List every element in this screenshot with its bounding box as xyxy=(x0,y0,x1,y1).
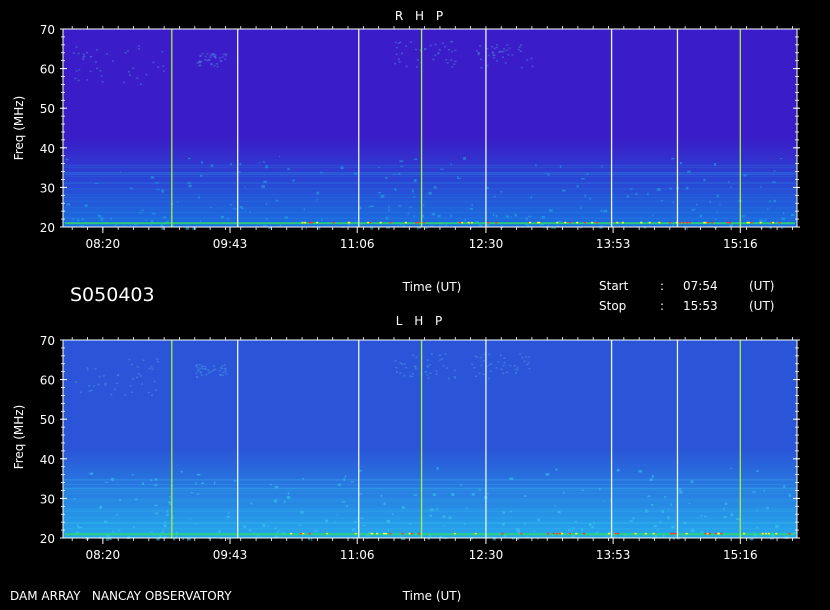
rhp-ytick-label: 40 xyxy=(40,142,55,156)
start-time: 07:54 xyxy=(683,279,718,293)
lhp-low-band-line xyxy=(65,533,795,536)
rhp-ytick-label: 20 xyxy=(40,221,55,235)
lhp-ytick-label: 60 xyxy=(40,374,55,388)
rhp-xtick-label: 08:20 xyxy=(86,237,121,251)
start-colon: : xyxy=(660,279,664,293)
rhp-panel: R H P 20 30 40 50 60 70 08:20 09:43 11:06 12:30 13… xyxy=(12,9,800,294)
lhp-xtick-label: 11:06 xyxy=(340,548,375,562)
date-code: S050403 xyxy=(70,284,155,306)
lhp-ytick-label: 30 xyxy=(40,492,55,506)
rhp-plot-frame xyxy=(62,28,798,228)
rhp-title: R H P xyxy=(395,9,447,23)
rhp-ytick-label: 60 xyxy=(40,63,55,77)
rhp-plot-area: 20 30 40 50 60 70 08:20 09:43 11:06 12:30 13:53 15:… xyxy=(40,23,800,251)
rhp-xlabel: Time (UT) xyxy=(402,280,462,294)
lhp-ytick-label: 50 xyxy=(40,413,55,427)
lhp-plot-area: 20 30 40 50 60 70 08:20 09:43 11:06 12:30 13:53 15:… xyxy=(40,334,800,562)
lhp-xtick-label: 09:43 xyxy=(213,548,248,562)
footer-observatory: DAM ARRAY NANCAY OBSERVATORY xyxy=(10,589,232,603)
stop-time: 15:53 xyxy=(683,299,718,313)
rhp-ytick-label: 30 xyxy=(40,181,55,195)
lhp-xtick-label: 08:20 xyxy=(86,548,121,562)
lhp-xtick-label: 13:53 xyxy=(596,548,631,562)
lhp-spectrogram-background xyxy=(63,340,797,538)
rhp-xtick-label: 09:43 xyxy=(213,237,248,251)
rhp-xtick-label: 11:06 xyxy=(340,237,375,251)
lhp-ytick-label: 70 xyxy=(40,334,55,348)
lhp-ylabel: Freq (MHz) xyxy=(12,405,26,470)
stop-label: Stop xyxy=(599,299,626,313)
rhp-low-band-line xyxy=(65,222,795,225)
rhp-xtick-label: 15:16 xyxy=(723,237,758,251)
start-unit: (UT) xyxy=(749,279,774,293)
lhp-plot-frame xyxy=(62,339,798,539)
lhp-ytick-label: 20 xyxy=(40,532,55,546)
rhp-ytick-label: 70 xyxy=(40,23,55,37)
lhp-ytick-label: 40 xyxy=(40,453,55,467)
lhp-title: L H P xyxy=(396,314,447,328)
rhp-xtick-label: 13:53 xyxy=(596,237,631,251)
stop-colon: : xyxy=(660,299,664,313)
observation-info: S050403 Start : 07:54 (UT) Stop : 15:53 … xyxy=(70,279,774,313)
rhp-emission-texture xyxy=(63,40,797,230)
lhp-xlabel: Time (UT) xyxy=(402,589,462,603)
rhp-xtick-label: 12:30 xyxy=(469,237,504,251)
stop-unit: (UT) xyxy=(749,299,774,313)
rhp-ytick-label: 50 xyxy=(40,102,55,116)
lhp-xtick-label: 15:16 xyxy=(723,548,758,562)
lhp-panel: L H P 20 30 40 50 60 70 08:20 09:43 11:06 12:30 13… xyxy=(12,314,800,603)
lhp-xtick-label: 12:30 xyxy=(469,548,504,562)
rhp-ylabel: Freq (MHz) xyxy=(12,96,26,161)
start-label: Start xyxy=(599,279,629,293)
